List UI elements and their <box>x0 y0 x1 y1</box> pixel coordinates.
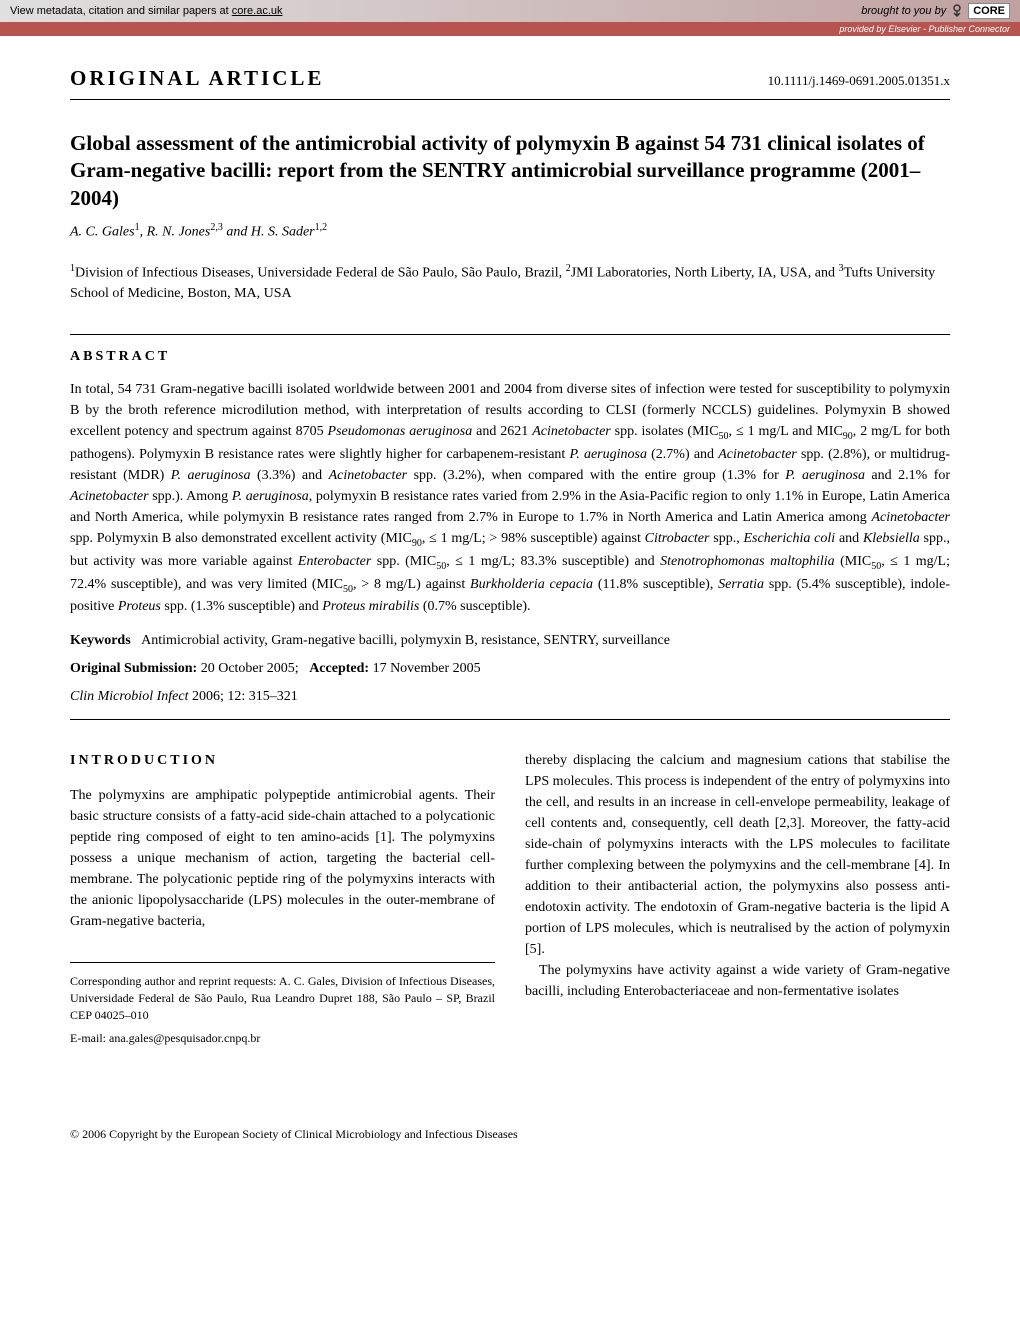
citation-journal: Clin Microbiol Infect <box>70 689 188 704</box>
banner-prefix: View metadata, citation and similar pape… <box>10 5 232 17</box>
brought-by: brought to you by <box>861 5 946 17</box>
orig-submission-label: Original Submission: <box>70 661 197 676</box>
page-content: ORIGINAL ARTICLE 10.1111/j.1469-0691.200… <box>0 36 1020 1087</box>
citation-pages: 2006; 12: 315–321 <box>188 689 297 704</box>
provided-bar: provided by Elsevier - Publisher Connect… <box>0 22 1020 36</box>
column-right: thereby displacing the calcium and magne… <box>525 750 950 1046</box>
submission-info: Original Submission: 20 October 2005; Ac… <box>70 661 950 677</box>
article-type: ORIGINAL ARTICLE <box>70 66 324 91</box>
core-link[interactable]: core.ac.uk <box>232 5 283 17</box>
corresponding-author: Corresponding author and reprint request… <box>70 962 495 1046</box>
corresponding-email: E-mail: ana.gales@pesquisador.cnpq.br <box>70 1030 495 1047</box>
banner-right: brought to you by CORE <box>861 3 1010 20</box>
copyright: © 2006 Copyright by the European Society… <box>0 1127 1020 1142</box>
core-icon <box>950 3 964 20</box>
accepted-date: 17 November 2005 <box>373 661 481 676</box>
article-title: Global assessment of the antimicrobial a… <box>70 130 950 212</box>
abstract-heading: ABSTRACT <box>70 334 950 365</box>
intro-para-2: thereby displacing the calcium and magne… <box>525 750 950 960</box>
metadata-banner: View metadata, citation and similar pape… <box>0 0 1020 22</box>
intro-heading: INTRODUCTION <box>70 750 495 771</box>
column-left: INTRODUCTION The polymyxins are amphipat… <box>70 750 495 1046</box>
intro-para-1: The polymyxins are amphipatic polypeptid… <box>70 785 495 932</box>
intro-para-3: The polymyxins have activity against a w… <box>525 960 950 1002</box>
core-logo[interactable]: CORE <box>968 3 1010 19</box>
corresponding-text: Corresponding author and reprint request… <box>70 973 495 1023</box>
keywords: Keywords Antimicrobial activity, Gram-ne… <box>70 633 950 649</box>
abstract-text: In total, 54 731 Gram-negative bacilli i… <box>70 379 950 617</box>
two-column-body: INTRODUCTION The polymyxins are amphipat… <box>70 750 950 1046</box>
affiliations: 1Division of Infectious Diseases, Univer… <box>70 261 950 305</box>
banner-left: View metadata, citation and similar pape… <box>10 5 283 17</box>
citation: Clin Microbiol Infect 2006; 12: 315–321 <box>70 689 950 720</box>
accepted-label: Accepted: <box>309 661 369 676</box>
doi: 10.1111/j.1469-0691.2005.01351.x <box>768 73 950 89</box>
orig-submission-date: 20 October 2005; <box>201 661 299 676</box>
keywords-label: Keywords <box>70 633 131 648</box>
article-header: ORIGINAL ARTICLE 10.1111/j.1469-0691.200… <box>70 66 950 100</box>
keywords-text: Antimicrobial activity, Gram-negative ba… <box>141 633 670 648</box>
authors: A. C. Gales1, R. N. Jones2,3 and H. S. S… <box>70 222 950 241</box>
